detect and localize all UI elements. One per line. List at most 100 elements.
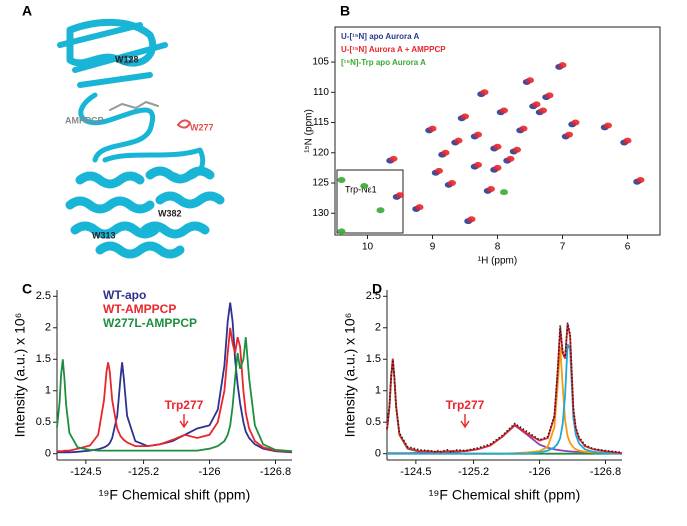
peak [454, 137, 463, 144]
x-tick-label: -124.5 [400, 466, 431, 478]
spectrum-line [387, 343, 623, 455]
peak [474, 131, 482, 138]
residue-label: W382 [158, 208, 182, 218]
spectrum-line [57, 327, 293, 453]
peak [604, 122, 612, 129]
helices [65, 166, 225, 259]
legend-entry: [¹⁵N]-Trp apo Aurora A [341, 58, 426, 67]
x-tick-label: -126.8 [590, 466, 621, 478]
peak [360, 183, 369, 190]
peak [448, 180, 456, 186]
x-tick-label: 8 [495, 242, 501, 253]
peak [513, 146, 521, 153]
spectrum-line [387, 346, 623, 455]
peak [506, 155, 515, 162]
peak [441, 149, 450, 156]
y-tick-label: 1.5 [366, 353, 381, 365]
peak [389, 155, 398, 162]
y-tick-label: 2.5 [366, 290, 381, 302]
y-tick-label: 1 [375, 385, 381, 397]
y-tick-label: 120 [312, 147, 329, 158]
peak [415, 204, 424, 211]
y-tick-label: 130 [312, 208, 329, 219]
side-chain [177, 119, 191, 129]
peak [474, 161, 482, 168]
peak [500, 107, 508, 114]
peak [480, 89, 489, 96]
y-tick-label: 125 [312, 178, 329, 189]
peak [428, 125, 437, 132]
peak [493, 143, 502, 150]
peak [376, 207, 385, 214]
y-axis-label: Intensity (a.u.) x 10⁶ [342, 313, 358, 438]
peak [435, 167, 443, 174]
legend-entry: U-[¹⁵N] apo Aurora A [341, 32, 419, 41]
ligand [109, 101, 159, 111]
peak [500, 189, 508, 196]
spectrum-line [57, 302, 293, 454]
x-tick-label: -126 [529, 466, 551, 478]
peak [526, 77, 534, 84]
y-tick-label: 115 [313, 117, 329, 128]
y-tick-label: 2.5 [36, 290, 51, 302]
residue-label: W277 [190, 122, 214, 132]
x-axis-label: ¹H (ppm) [478, 256, 517, 267]
residue-label: W128 [115, 54, 139, 64]
legend-entry: WT-AMPPCP [103, 302, 176, 316]
panel-label: B [340, 3, 350, 19]
x-tick-label: -125.2 [458, 466, 489, 478]
inset-label: Trp-Nε1 [345, 184, 377, 194]
loop [78, 92, 156, 163]
x-tick-label: -126.8 [260, 466, 291, 478]
panel-label: D [372, 281, 382, 297]
y-tick-label: 1 [45, 385, 51, 397]
legend-entry: WT-apo [103, 288, 146, 302]
y-tick-label: 105 [312, 57, 329, 68]
inset-box [336, 169, 404, 234]
spectrum-line [56, 337, 293, 453]
x-tick-label: 10 [362, 242, 374, 253]
spectrum-line [386, 322, 623, 454]
y-tick-label: 0 [45, 448, 51, 460]
x-axis-label: ¹⁹F Chemical shift (ppm) [429, 487, 580, 503]
x-tick-label: 7 [560, 242, 566, 253]
residue-label: AMPPCP [65, 115, 104, 125]
y-tick-label: 0.5 [366, 416, 381, 428]
spectrum-line [386, 323, 623, 454]
annotation: Trp277 [446, 398, 485, 412]
peak [467, 216, 476, 223]
peak [558, 62, 567, 69]
peak [545, 92, 554, 99]
peak [337, 228, 346, 235]
y-axis-label: Intensity (a.u.) x 10⁶ [12, 313, 28, 438]
y-tick-label: 1.5 [36, 353, 51, 365]
annotation: Trp277 [165, 398, 204, 412]
x-tick-label: 6 [625, 242, 631, 253]
panel-label: C [22, 281, 32, 297]
y-tick-label: 2 [45, 322, 51, 334]
peak [519, 125, 528, 132]
peak [623, 137, 632, 144]
peak [337, 176, 346, 183]
x-tick-label: -126 [199, 466, 221, 478]
peak [493, 164, 502, 171]
y-tick-label: 0.5 [36, 416, 51, 428]
protein-structure [57, 18, 225, 259]
panel-label: A [22, 3, 32, 19]
residue-label: W313 [92, 230, 116, 240]
y-tick-label: 110 [313, 87, 329, 98]
peak [636, 176, 645, 183]
x-tick-label: -124.5 [70, 466, 101, 478]
ribbon [66, 18, 157, 67]
peak [396, 192, 404, 199]
x-tick-label: 9 [430, 242, 436, 253]
peak [571, 119, 580, 126]
x-tick-label: -125.2 [128, 466, 159, 478]
peak [565, 131, 573, 138]
x-axis-label: ¹⁹F Chemical shift (ppm) [99, 487, 250, 503]
y-tick-label: 0 [375, 448, 381, 460]
y-axis-label: ¹⁵N (ppm) [304, 109, 315, 153]
peak [487, 186, 495, 193]
legend-entry: U-[¹⁵N] Aurora A + AMPPCP [341, 45, 446, 54]
